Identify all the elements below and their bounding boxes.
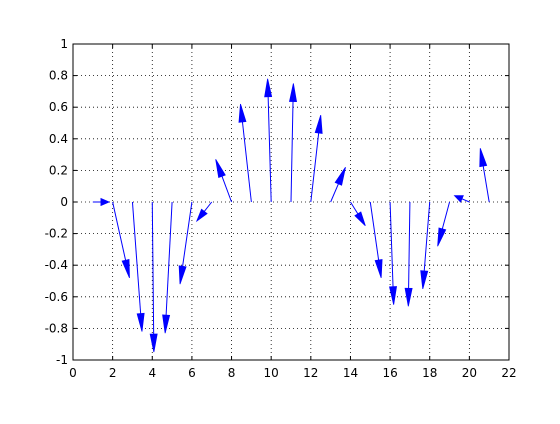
y-tick-label: 0.4: [49, 132, 68, 146]
arrow-head: [162, 314, 171, 334]
x-tick-label: 0: [69, 366, 77, 380]
arrow-head: [404, 287, 413, 307]
arrow-shaft: [131, 201, 142, 314]
x-tick-label: 16: [382, 366, 397, 380]
y-tick-label: 0.2: [49, 163, 68, 177]
arrow-shaft: [151, 201, 155, 335]
arrow-head: [314, 114, 323, 134]
tick-layer: 0 2 4 6 8 10 12 14 16 18 20 22 -1 -0.8 -0.6 -0.4 -0.2 0 0.…: [45, 37, 517, 380]
quiver-arrow: [178, 201, 193, 285]
arrow-shaft: [389, 201, 394, 287]
arrow-head: [389, 286, 398, 305]
arrow-head: [479, 148, 488, 168]
x-tick-label: 20: [462, 366, 477, 380]
quiver-arrow: [215, 159, 233, 203]
arrow-shaft: [182, 201, 193, 267]
x-tick-label: 8: [228, 366, 236, 380]
y-tick-label: 0.6: [49, 100, 68, 114]
x-tick-label: 10: [264, 366, 279, 380]
arrow-head: [136, 312, 145, 332]
x-tick-label: 18: [422, 366, 437, 380]
arrow-head: [289, 83, 297, 102]
quiver-arrow: [131, 201, 145, 332]
arrow-shaft: [221, 176, 233, 203]
y-tick-label: -0.2: [45, 227, 68, 241]
x-tick-label: 14: [343, 366, 358, 380]
arrow-shaft: [461, 198, 470, 203]
arrow-head: [264, 78, 273, 98]
quiver-arrow: [310, 114, 323, 203]
arrow-shaft: [241, 121, 252, 203]
arrow-shaft: [350, 201, 359, 215]
quiver-arrow: [369, 201, 383, 278]
quiver-arrow: [289, 83, 297, 203]
arrow-head: [121, 259, 130, 278]
arrow-head: [149, 333, 158, 353]
y-tick-label: -0.4: [45, 258, 68, 272]
arrow-shaft: [267, 96, 272, 203]
x-tick-label: 22: [501, 366, 516, 380]
y-tick-label: -0.6: [45, 290, 68, 304]
arrow-head: [420, 270, 429, 290]
arrow-shaft: [203, 201, 213, 212]
quiver-arrow: [162, 201, 173, 334]
x-tick-label: 2: [109, 366, 117, 380]
x-tick-label: 6: [188, 366, 196, 380]
quiver-arrow: [420, 201, 431, 290]
y-tick-label: -1: [56, 353, 68, 367]
arrow-head: [437, 227, 447, 247]
arrow-head: [238, 103, 247, 123]
quiver-arrow: [479, 148, 490, 203]
arrow-layer: [92, 78, 490, 353]
arrow-shaft: [112, 201, 127, 261]
y-tick-label: 0: [60, 195, 68, 209]
quiver-arrow: [437, 201, 451, 247]
quiver-arrow: [238, 103, 252, 203]
arrow-shaft: [441, 201, 451, 229]
arrow-head: [334, 167, 346, 186]
quiver-arrow: [350, 201, 366, 226]
arrow-shaft: [408, 201, 411, 289]
arrow-head: [453, 195, 464, 203]
arrow-shaft: [482, 165, 490, 203]
arrow-head: [215, 159, 226, 178]
arrow-head: [354, 211, 366, 226]
arrow-shaft: [330, 183, 339, 203]
arrow-shaft: [369, 201, 380, 261]
y-tick-label: 1: [60, 37, 68, 51]
arrow-shaft: [423, 201, 431, 271]
arrow-shaft: [165, 201, 173, 316]
quiver-arrow: [92, 197, 111, 207]
quiver-arrow: [389, 201, 398, 305]
quiver-arrow: [112, 201, 130, 278]
x-tick-label: 4: [148, 366, 156, 380]
arrow-shaft: [290, 101, 294, 203]
quiver-arrow: [330, 167, 346, 203]
grid-layer: [73, 44, 509, 360]
y-tick-label: 0.8: [49, 69, 68, 83]
arrow-head: [178, 265, 187, 285]
quiver-arrow: [264, 78, 273, 203]
arrow-head: [100, 197, 111, 207]
arrow-head: [195, 208, 208, 223]
quiver-arrow: [453, 195, 470, 203]
quiver-arrow: [195, 201, 213, 223]
arrow-shaft: [310, 132, 320, 203]
arrow-head: [374, 259, 383, 278]
quiver-arrow: [149, 201, 158, 353]
y-tick-label: -0.8: [45, 321, 68, 335]
x-tick-label: 12: [303, 366, 318, 380]
quiver-arrow: [404, 201, 413, 307]
